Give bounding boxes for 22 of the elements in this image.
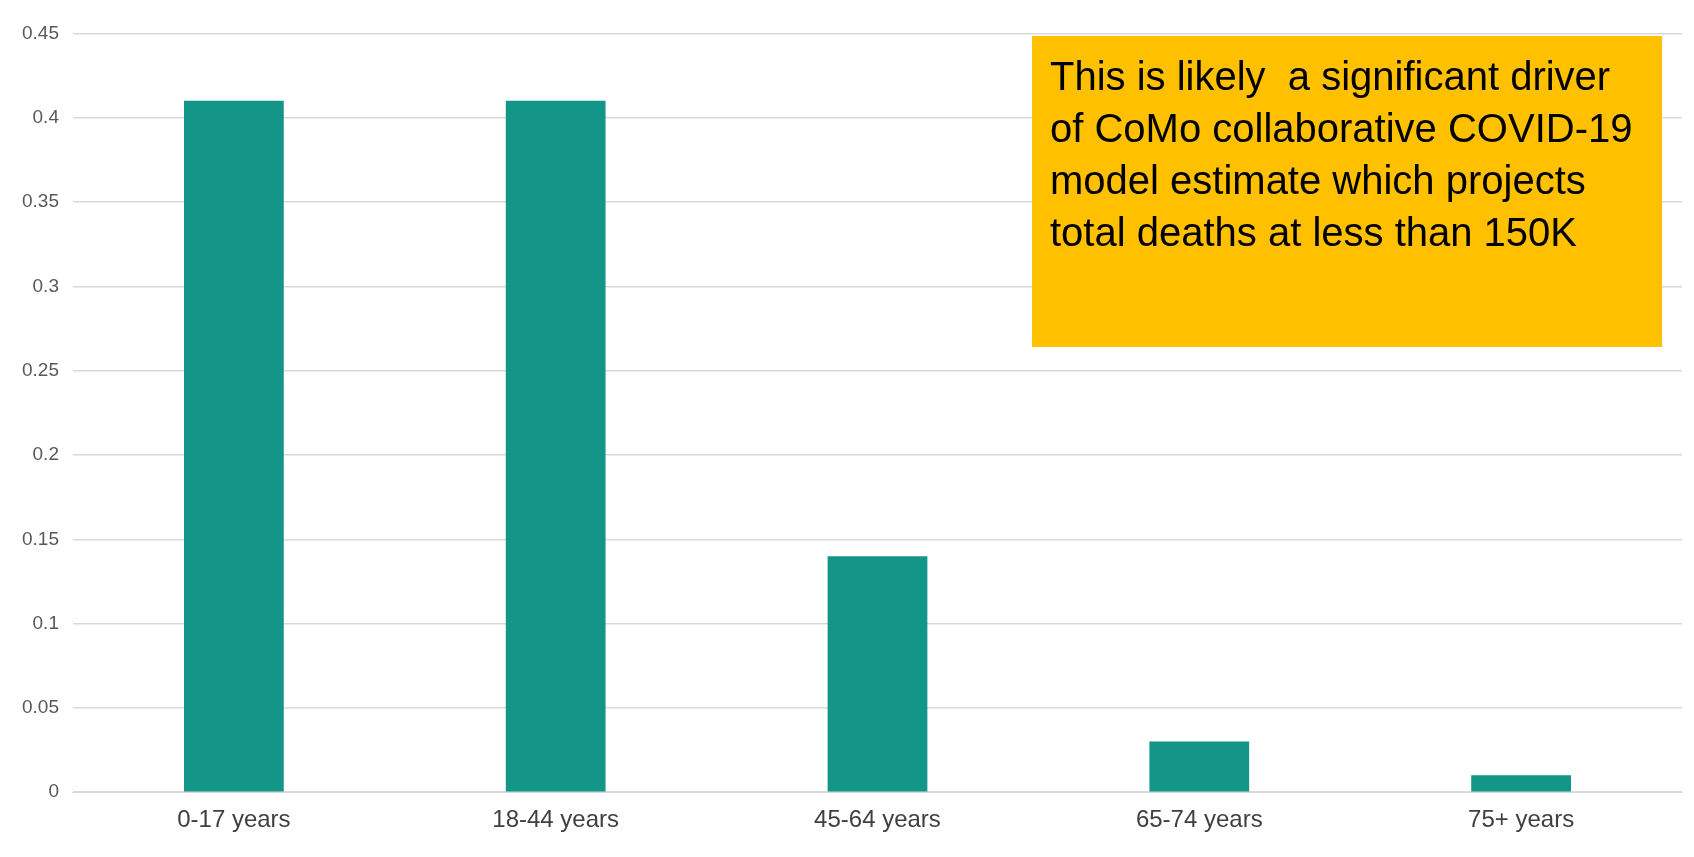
y-tick-label: 0.2 — [32, 443, 59, 465]
x-tick-label: 45-64 years — [814, 805, 941, 833]
y-tick-label: 0.1 — [32, 611, 59, 633]
bar — [1471, 775, 1571, 792]
bar — [184, 100, 284, 792]
annotation: This is likely a significant driver of CoMo collaborative COVID-19 model estimate which projects total deaths at less than 150K — [1050, 54, 1634, 254]
y-tick-label: 0.3 — [32, 274, 59, 296]
y-tick-label: 0.4 — [32, 105, 60, 127]
x-tick-label: 0-17 years — [177, 805, 291, 833]
y-tick-label: 0 — [48, 780, 59, 802]
y-tick-label: 0.35 — [22, 190, 59, 212]
x-tick-label: 65-74 years — [1135, 805, 1263, 833]
callout-box: This is likely a significant driver of CoMo collaborative COVID-19 model estimate which projects total deaths at less than 150K — [1032, 36, 1662, 347]
bar — [827, 556, 928, 792]
x-tick-label: 75+ years — [1468, 805, 1575, 833]
y-tick-label: 0.15 — [22, 527, 59, 549]
y-tick-label: 0.45 — [22, 21, 59, 43]
bar — [505, 100, 606, 792]
y-tick-label: 0.25 — [22, 358, 59, 380]
bar — [1149, 741, 1250, 792]
x-tick-label: 18-44 years — [492, 805, 620, 833]
y-tick-label: 0.05 — [22, 696, 59, 718]
